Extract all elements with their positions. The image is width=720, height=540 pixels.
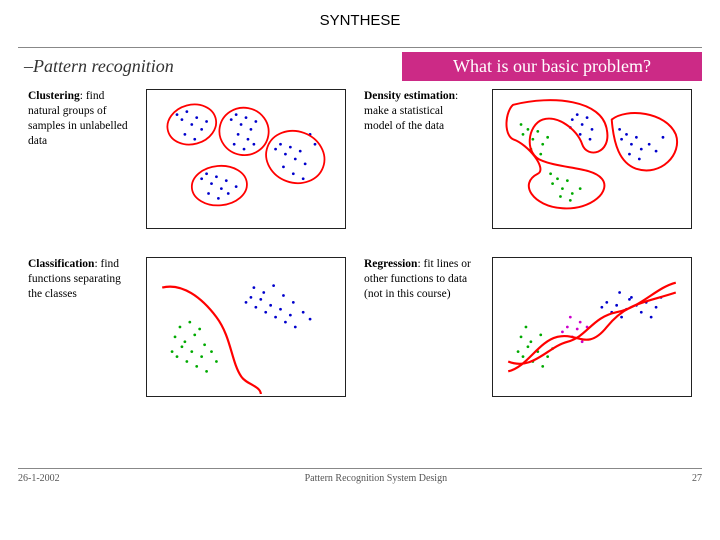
plot-density bbox=[492, 89, 692, 229]
plot-regression bbox=[492, 257, 692, 397]
panel-title: Density estimation bbox=[364, 90, 455, 102]
panel-grid: Clustering: find natural groups of sampl… bbox=[0, 89, 720, 407]
header-left: –Pattern recognition bbox=[24, 56, 174, 77]
footer-page: 27 bbox=[692, 473, 702, 484]
footer-date: 26-1-2002 bbox=[18, 473, 60, 484]
slide-footer: 26-1-2002 Pattern Recognition System Des… bbox=[18, 468, 702, 484]
panel-desc-classification: Classification: find functions separatin… bbox=[28, 257, 128, 302]
panel-title: Classification bbox=[28, 258, 94, 270]
plot-classification bbox=[146, 257, 346, 397]
panel-desc-regression: Regression: fit lines or other functions… bbox=[364, 257, 474, 302]
slide-header: –Pattern recognition What is our basic p… bbox=[0, 48, 720, 89]
plot-clustering bbox=[146, 89, 346, 229]
page-title: SYNTHESE bbox=[0, 0, 720, 47]
footer-title: Pattern Recognition System Design bbox=[305, 473, 448, 484]
header-banner: What is our basic problem? bbox=[402, 52, 702, 81]
panel-title: Clustering bbox=[28, 90, 80, 102]
panel-desc-clustering: Clustering: find natural groups of sampl… bbox=[28, 89, 128, 149]
panel-title: Regression bbox=[364, 258, 417, 270]
panel-desc-density: Density estimation: make a statistical m… bbox=[364, 89, 474, 134]
